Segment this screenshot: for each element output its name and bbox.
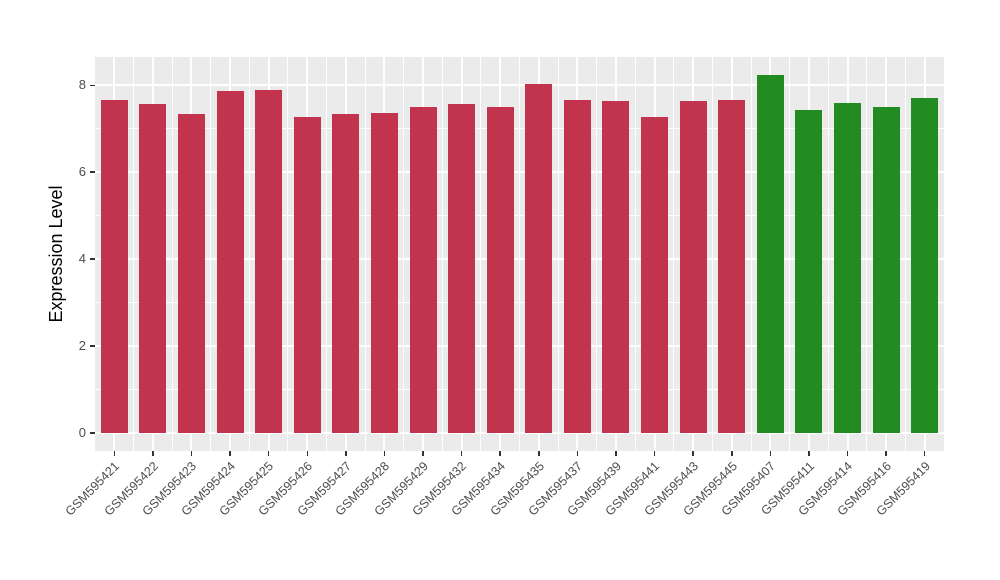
x-tick-mark bbox=[731, 451, 733, 456]
y-tick-mark bbox=[90, 171, 95, 173]
minor-gridline-v bbox=[133, 57, 135, 451]
bar bbox=[795, 110, 823, 434]
x-tick-mark bbox=[615, 451, 617, 456]
bar bbox=[177, 113, 205, 434]
y-tick-label: 2 bbox=[78, 338, 86, 354]
minor-gridline-v bbox=[750, 57, 752, 451]
x-tick-mark bbox=[229, 451, 231, 456]
x-tick-mark bbox=[769, 451, 772, 456]
minor-gridline-v bbox=[171, 57, 173, 451]
bar bbox=[679, 101, 707, 434]
bar bbox=[834, 103, 862, 434]
plot-panel bbox=[95, 57, 944, 451]
x-tick-mark bbox=[383, 451, 386, 456]
bar bbox=[718, 100, 746, 434]
x-tick-mark bbox=[923, 451, 926, 456]
x-tick-mark bbox=[306, 451, 308, 456]
minor-gridline-v bbox=[403, 57, 405, 451]
minor-gridline-v bbox=[326, 57, 328, 451]
minor-gridline-v bbox=[248, 57, 250, 451]
x-tick-mark bbox=[422, 451, 424, 456]
minor-gridline-v bbox=[364, 57, 366, 451]
y-tick-label: 0 bbox=[78, 425, 86, 441]
bar bbox=[409, 106, 437, 434]
bar bbox=[525, 83, 553, 434]
bar bbox=[602, 101, 630, 434]
x-tick-mark bbox=[460, 451, 463, 456]
y-tick-label: 8 bbox=[78, 77, 86, 93]
x-tick-mark bbox=[538, 451, 540, 456]
x-tick-mark bbox=[692, 451, 694, 456]
x-tick-mark bbox=[152, 451, 154, 456]
y-tick-label: 4 bbox=[78, 251, 86, 267]
x-tick-mark bbox=[345, 451, 347, 456]
bar bbox=[486, 107, 514, 434]
x-tick-mark bbox=[576, 451, 579, 456]
minor-gridline-v bbox=[210, 57, 212, 451]
x-tick-mark bbox=[808, 451, 810, 456]
minor-gridline-v bbox=[480, 57, 482, 451]
x-tick-mark bbox=[113, 451, 116, 456]
minor-gridline-v bbox=[827, 57, 829, 451]
x-tick-mark bbox=[190, 451, 193, 456]
bar bbox=[641, 116, 669, 434]
minor-gridline-v bbox=[557, 57, 559, 451]
bar bbox=[216, 91, 244, 434]
bar bbox=[563, 100, 591, 434]
y-tick-label: 6 bbox=[78, 164, 86, 180]
minor-gridline-v bbox=[287, 57, 289, 451]
minor-gridline-v bbox=[519, 57, 520, 451]
bar bbox=[872, 106, 900, 434]
minor-gridline-v bbox=[711, 57, 713, 451]
y-tick-mark bbox=[90, 258, 95, 260]
x-tick-mark bbox=[267, 451, 270, 456]
y-tick-mark bbox=[90, 84, 95, 87]
minor-gridline-v bbox=[634, 57, 636, 451]
minor-gridline-v bbox=[866, 57, 868, 451]
minor-gridline-v bbox=[904, 57, 906, 451]
x-tick-mark bbox=[499, 451, 501, 456]
bar bbox=[911, 97, 939, 434]
minor-gridline-v bbox=[596, 57, 598, 451]
bar bbox=[332, 114, 360, 434]
minor-gridline-v bbox=[441, 57, 443, 451]
minor-gridline-v bbox=[673, 57, 675, 451]
x-tick-mark bbox=[885, 451, 887, 456]
bar bbox=[370, 112, 398, 434]
bar bbox=[255, 90, 283, 434]
y-tick-mark bbox=[90, 432, 95, 434]
minor-gridline-v bbox=[789, 57, 791, 451]
bar bbox=[756, 74, 784, 434]
x-tick-mark bbox=[846, 451, 849, 456]
bar bbox=[139, 104, 167, 434]
bar bbox=[100, 100, 128, 434]
bar bbox=[448, 103, 476, 434]
bar bbox=[293, 116, 321, 434]
y-tick-mark bbox=[90, 345, 95, 347]
x-tick-mark bbox=[653, 451, 656, 456]
